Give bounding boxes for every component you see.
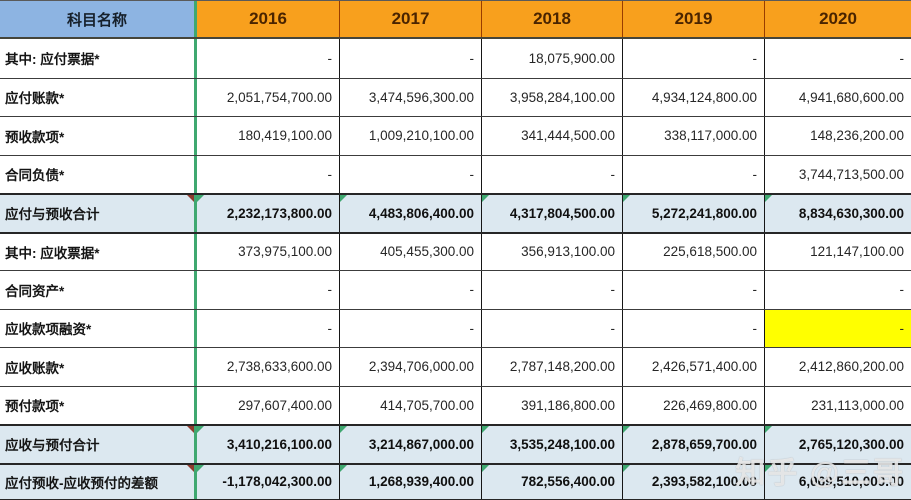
value-cell: -	[327, 282, 333, 298]
value-cell: -	[481, 155, 622, 193]
value-cell: -	[764, 271, 911, 309]
value-cell: 3,410,216,100.00	[197, 426, 339, 463]
header-year-2016: 2016	[197, 1, 339, 37]
value-cell: 121,147,100.00	[764, 233, 911, 270]
value-cell: 414,705,700.00	[339, 386, 481, 424]
value-cell: 8,834,630,300.00	[764, 195, 911, 232]
row-label: 应付与预收合计	[0, 195, 197, 232]
value-cell: 2,232,173,800.00	[197, 195, 339, 232]
value-cell: -	[481, 271, 622, 309]
table-row: 应收账款* 2,738,633,600.00 2,394,706,000.00 2,7…	[0, 347, 911, 386]
value-cell: 225,618,500.00	[622, 233, 764, 270]
value-cell: 4,934,124,800.00	[622, 78, 764, 116]
value-cell: -	[622, 155, 764, 193]
value-cell: 3,958,284,100.00	[481, 78, 622, 116]
row-label: 其中: 应付票据*	[0, 39, 197, 78]
header-year-2019: 2019	[622, 1, 764, 37]
value-cell: 373,975,100.00	[238, 244, 332, 260]
table-header-row: 科目名称 2016 2017 2018 2019 2020	[0, 1, 911, 39]
table-row-total: 应收与预付合计 3,410,216,100.00 3,214,867,000.00 3…	[0, 424, 911, 463]
value-cell: 1,009,210,100.00	[339, 117, 481, 155]
value-cell-highlighted: -	[764, 309, 911, 347]
row-label: 合同资产*	[0, 271, 197, 309]
value-cell: 782,556,400.00	[481, 464, 622, 499]
header-year-2020: 2020	[764, 1, 911, 37]
row-label: 合同负债*	[0, 155, 197, 193]
value-cell: 3,744,713,500.00	[764, 155, 911, 193]
value-cell: 18,075,900.00	[481, 39, 622, 78]
row-label: 预收款项*	[0, 117, 197, 155]
value-cell: 297,607,400.00	[238, 397, 332, 413]
row-label: 应收与预付合计	[0, 426, 197, 463]
value-cell: 6,069,510,000.00	[764, 464, 911, 499]
table-row: 合同负债* - - - -3,744,713,500.00	[0, 154, 911, 193]
row-label: 应付预收-应收预付的差额	[0, 464, 197, 499]
value-cell: 2,738,633,600.00	[226, 359, 332, 375]
table-row-total: 应付与预收合计 2,232,173,800.00 4,483,806,400.00 4…	[0, 193, 911, 232]
value-cell: 226,469,800.00	[622, 386, 764, 424]
value-cell: 2,412,860,200.00	[764, 348, 911, 386]
value-cell: -	[622, 39, 764, 78]
value-cell: 391,186,800.00	[481, 386, 622, 424]
table-body: 其中: 应付票据* - -18,075,900.00- - 应付账款* 2,051,754…	[0, 39, 911, 500]
value-cell: -	[481, 309, 622, 347]
value-cell: 338,117,000.00	[622, 117, 764, 155]
value-cell: -	[327, 320, 333, 336]
row-label: 预付款项*	[0, 386, 197, 424]
value-cell: 2,787,148,200.00	[481, 348, 622, 386]
value-cell: 405,455,300.00	[339, 233, 481, 270]
value-cell: -	[764, 39, 911, 78]
value-cell: 4,317,804,500.00	[481, 195, 622, 232]
value-cell: 2,878,659,700.00	[622, 426, 764, 463]
row-label: 其中: 应收票据*	[0, 233, 197, 270]
value-cell: 2,394,706,000.00	[339, 348, 481, 386]
table-row: 预付款项* 297,607,400.00 414,705,700.00 391,186…	[0, 385, 911, 424]
value-cell: 180,419,100.00	[238, 128, 332, 144]
value-cell: 3,474,596,300.00	[339, 78, 481, 116]
header-subject-name: 科目名称	[0, 1, 197, 37]
header-year-2017: 2017	[339, 1, 481, 37]
value-cell: 356,913,100.00	[481, 233, 622, 270]
value-cell: 3,214,867,000.00	[339, 426, 481, 463]
value-cell: 2,426,571,400.00	[622, 348, 764, 386]
value-cell: 148,236,200.00	[764, 117, 911, 155]
table-row-total: 应付预收-应收预付的差额 -1,178,042,300.00 1,268,939,4…	[0, 462, 911, 500]
value-cell: -	[339, 309, 481, 347]
value-cell: 1,268,939,400.00	[339, 464, 481, 499]
value-cell: 341,444,500.00	[481, 117, 622, 155]
table-row: 其中: 应收票据* 373,975,100.00 405,455,300.00 356…	[0, 231, 911, 270]
value-cell: -	[327, 50, 333, 66]
value-cell: 3,535,248,100.00	[481, 426, 622, 463]
header-year-2018: 2018	[481, 1, 622, 37]
value-cell: -	[622, 271, 764, 309]
table-row: 其中: 应付票据* - -18,075,900.00- -	[0, 39, 911, 78]
value-cell: 2,051,754,700.00	[226, 89, 332, 105]
row-label: 应付账款*	[0, 78, 197, 116]
value-cell: -	[339, 155, 481, 193]
row-label: 应收账款*	[0, 348, 197, 386]
value-cell: 4,483,806,400.00	[339, 195, 481, 232]
value-cell: 5,272,241,800.00	[622, 195, 764, 232]
value-cell: 2,765,120,300.00	[764, 426, 911, 463]
value-cell: -	[339, 39, 481, 78]
value-cell: 4,941,680,600.00	[764, 78, 911, 116]
value-cell: 231,113,000.00	[764, 386, 911, 424]
value-cell: 2,393,582,100.00	[622, 464, 764, 499]
value-cell: -	[339, 271, 481, 309]
table-row: 应收款项融资* - - - - -	[0, 308, 911, 347]
row-label: 应收款项融资*	[0, 309, 197, 347]
value-cell: -	[622, 309, 764, 347]
value-cell: -	[327, 166, 333, 182]
table-row: 合同资产* - - - - -	[0, 270, 911, 309]
value-cell: -1,178,042,300.00	[197, 464, 339, 500]
table-row: 应付账款* 2,051,754,700.00 3,474,596,300.00 3,9…	[0, 77, 911, 116]
table-row: 预收款项* 180,419,100.00 1,009,210,100.00 341,4…	[0, 116, 911, 155]
